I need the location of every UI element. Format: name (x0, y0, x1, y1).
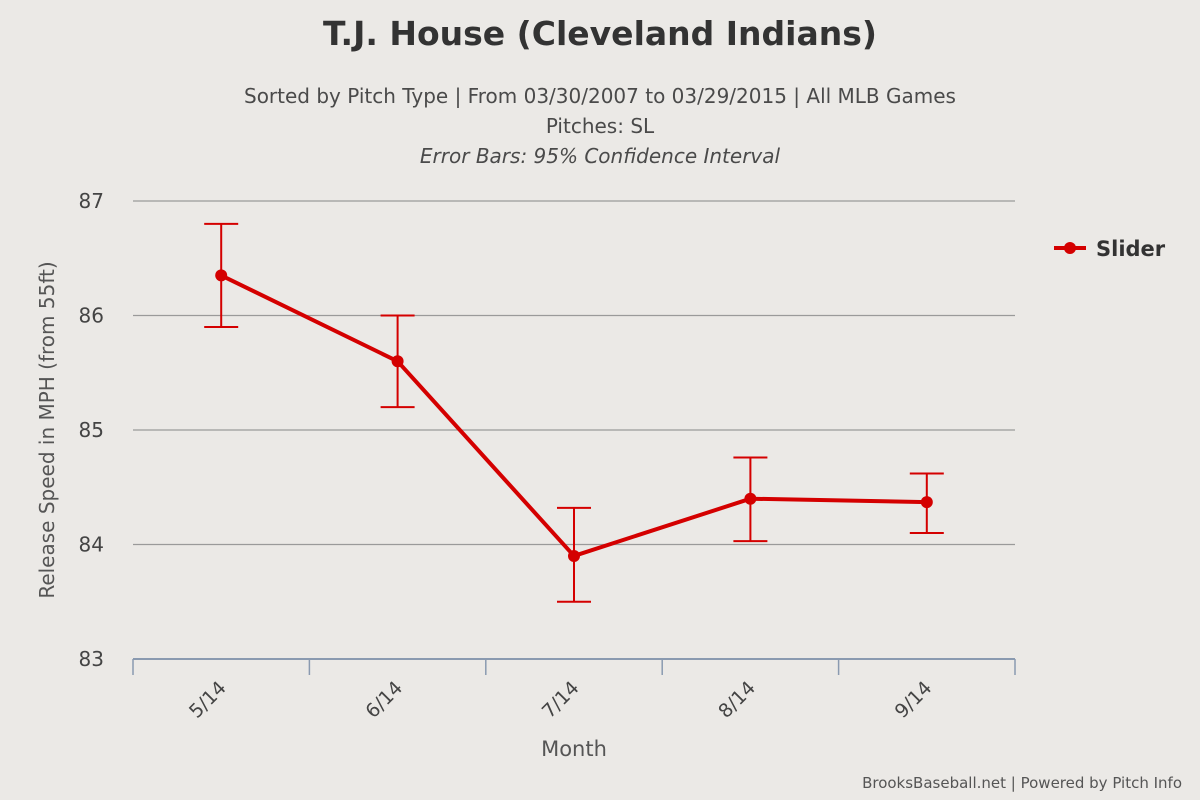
data-point-8/14 (744, 492, 757, 505)
x-tick-label-5/14: 5/14 (185, 677, 231, 723)
y-tick-label-86: 86 (79, 304, 104, 328)
legend-marker-icon (1064, 242, 1076, 254)
series-slider (215, 269, 933, 562)
x-tick-label-9/14: 9/14 (891, 677, 937, 723)
chart-title: T.J. House (Cleveland Indians) (323, 14, 877, 53)
chart-credit: BrooksBaseball.net | Powered by Pitch In… (862, 774, 1182, 792)
x-axis-tick-labels: 5/14 6/14 7/14 8/14 9/14 (185, 677, 936, 723)
chart-subtitle-pitches: Pitches: SL (545, 114, 655, 138)
y-tick-label-85: 85 (79, 418, 104, 442)
y-axis-tick-labels: 83 84 85 86 87 (79, 189, 104, 671)
data-point-5/14 (215, 269, 228, 282)
y-axis-label: Release Speed in MPH (from 55ft) (35, 261, 59, 598)
x-tick-label-6/14: 6/14 (361, 677, 407, 723)
data-point-9/14 (920, 496, 933, 509)
y-tick-label-87: 87 (79, 189, 104, 213)
y-tick-label-83: 83 (79, 647, 104, 671)
data-point-7/14 (568, 549, 580, 562)
x-axis (132, 658, 1016, 675)
x-axis-label: Month (541, 737, 607, 761)
legend[interactable]: Slider (1054, 237, 1166, 261)
y-tick-label-84: 84 (79, 533, 104, 557)
data-point-6/14 (391, 355, 404, 368)
gridlines (133, 200, 1015, 546)
legend-item-slider: Slider (1096, 237, 1166, 261)
chart-subtitle-filters: Sorted by Pitch Type | From 03/30/2007 t… (244, 84, 956, 108)
chart-subtitle-error-bars: Error Bars: 95% Confidence Interval (419, 144, 781, 168)
x-tick-label-7/14: 7/14 (538, 677, 584, 723)
x-tick-label-8/14: 8/14 (714, 677, 760, 723)
